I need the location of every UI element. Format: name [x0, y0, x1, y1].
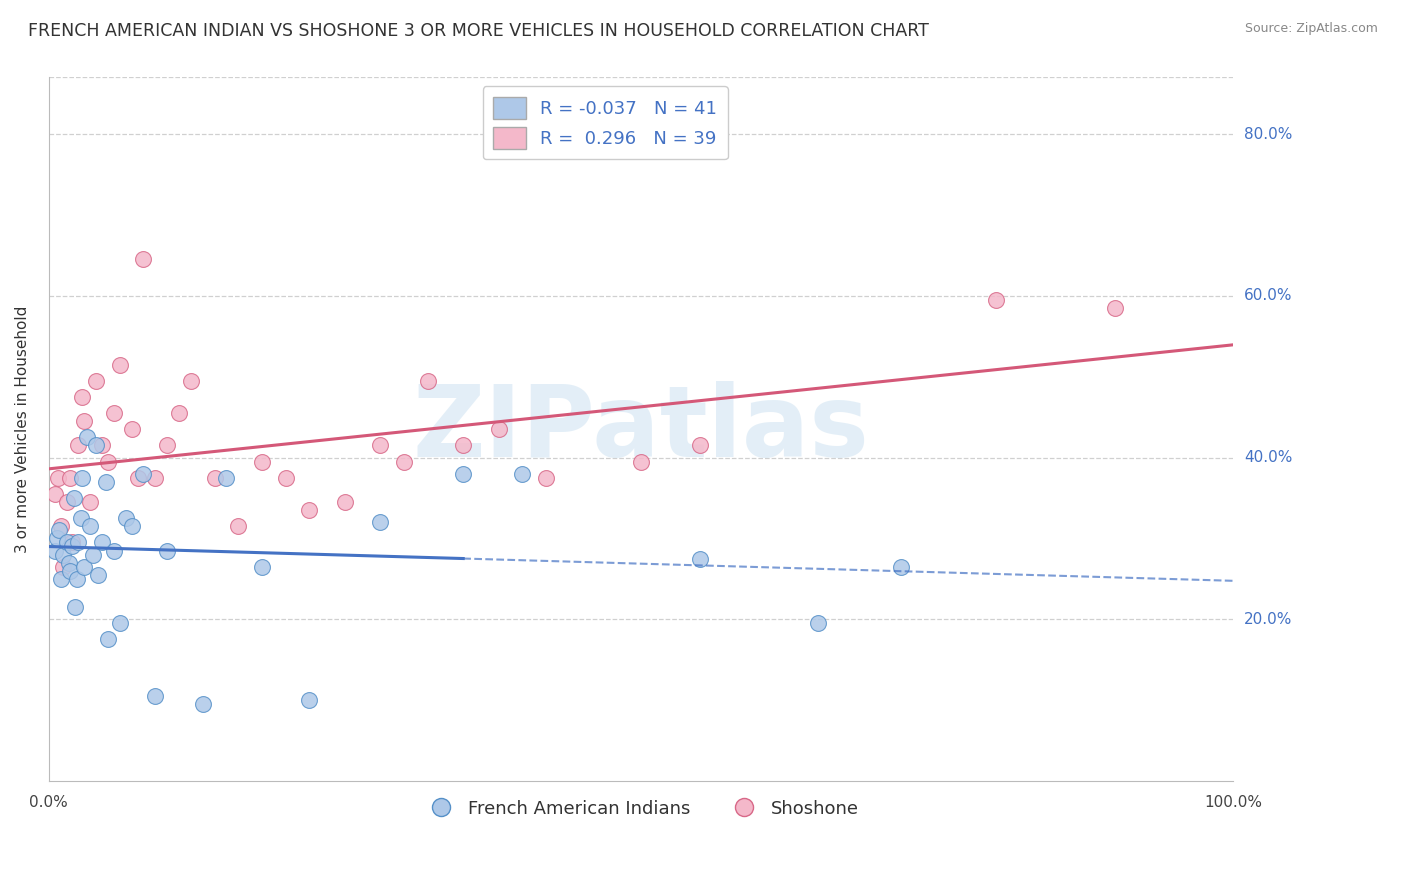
Point — [132, 467, 155, 481]
Point — [108, 358, 131, 372]
Point — [121, 519, 143, 533]
Point — [44, 487, 66, 501]
Point — [94, 475, 117, 489]
Point — [370, 515, 392, 529]
Point — [167, 406, 190, 420]
Point — [180, 374, 202, 388]
Point — [63, 600, 86, 615]
Legend: French American Indians, Shoshone: French American Indians, Shoshone — [415, 792, 866, 825]
Point — [73, 414, 96, 428]
Point — [298, 503, 321, 517]
Text: 0.0%: 0.0% — [30, 795, 67, 810]
Point — [62, 535, 84, 549]
Text: FRENCH AMERICAN INDIAN VS SHOSHONE 3 OR MORE VEHICLES IN HOUSEHOLD CORRELATION C: FRENCH AMERICAN INDIAN VS SHOSHONE 3 OR … — [28, 22, 929, 40]
Point — [79, 495, 101, 509]
Point — [52, 559, 75, 574]
Point — [62, 491, 84, 505]
Point — [156, 438, 179, 452]
Point — [689, 438, 711, 452]
Point — [143, 471, 166, 485]
Point — [103, 543, 125, 558]
Y-axis label: 3 or more Vehicles in Household: 3 or more Vehicles in Household — [15, 306, 30, 553]
Point — [97, 454, 120, 468]
Point — [59, 471, 82, 485]
Point — [58, 556, 80, 570]
Point — [103, 406, 125, 420]
Point — [298, 693, 321, 707]
Point — [49, 519, 72, 533]
Point — [191, 697, 214, 711]
Point — [630, 454, 652, 468]
Point — [62, 540, 84, 554]
Point — [70, 390, 93, 404]
Point — [46, 532, 69, 546]
Point — [82, 548, 104, 562]
Point — [226, 519, 249, 533]
Point — [91, 438, 114, 452]
Point — [87, 567, 110, 582]
Point — [512, 467, 534, 481]
Point — [215, 471, 238, 485]
Point — [156, 543, 179, 558]
Point — [451, 438, 474, 452]
Point — [132, 252, 155, 267]
Point — [370, 438, 392, 452]
Text: 40.0%: 40.0% — [1244, 450, 1292, 465]
Point — [114, 511, 136, 525]
Point — [91, 535, 114, 549]
Point — [70, 471, 93, 485]
Point — [890, 559, 912, 574]
Point — [143, 689, 166, 703]
Point — [84, 438, 107, 452]
Point — [807, 616, 830, 631]
Point — [108, 616, 131, 631]
Point — [66, 572, 89, 586]
Point — [121, 422, 143, 436]
Point — [55, 495, 77, 509]
Point — [69, 511, 91, 525]
Point — [250, 454, 273, 468]
Point — [392, 454, 415, 468]
Point — [250, 559, 273, 574]
Point — [488, 422, 510, 436]
Text: 80.0%: 80.0% — [1244, 127, 1292, 142]
Point — [49, 572, 72, 586]
Point — [67, 535, 90, 549]
Text: Source: ZipAtlas.com: Source: ZipAtlas.com — [1244, 22, 1378, 36]
Point — [67, 438, 90, 452]
Point — [204, 471, 226, 485]
Point — [984, 293, 1007, 307]
Text: ZIPatlas: ZIPatlas — [412, 381, 869, 478]
Point — [79, 519, 101, 533]
Point — [1104, 301, 1126, 315]
Point — [73, 559, 96, 574]
Point — [44, 543, 66, 558]
Point — [127, 471, 149, 485]
Point — [97, 632, 120, 647]
Point — [76, 430, 98, 444]
Point — [48, 524, 70, 538]
Point — [333, 495, 356, 509]
Text: 60.0%: 60.0% — [1244, 288, 1292, 303]
Point — [534, 471, 557, 485]
Point — [274, 471, 297, 485]
Point — [46, 471, 69, 485]
Point — [451, 467, 474, 481]
Text: 20.0%: 20.0% — [1244, 612, 1292, 627]
Point — [84, 374, 107, 388]
Point — [59, 564, 82, 578]
Point — [416, 374, 439, 388]
Point — [55, 535, 77, 549]
Text: 100.0%: 100.0% — [1204, 795, 1263, 810]
Point — [689, 551, 711, 566]
Point — [52, 548, 75, 562]
